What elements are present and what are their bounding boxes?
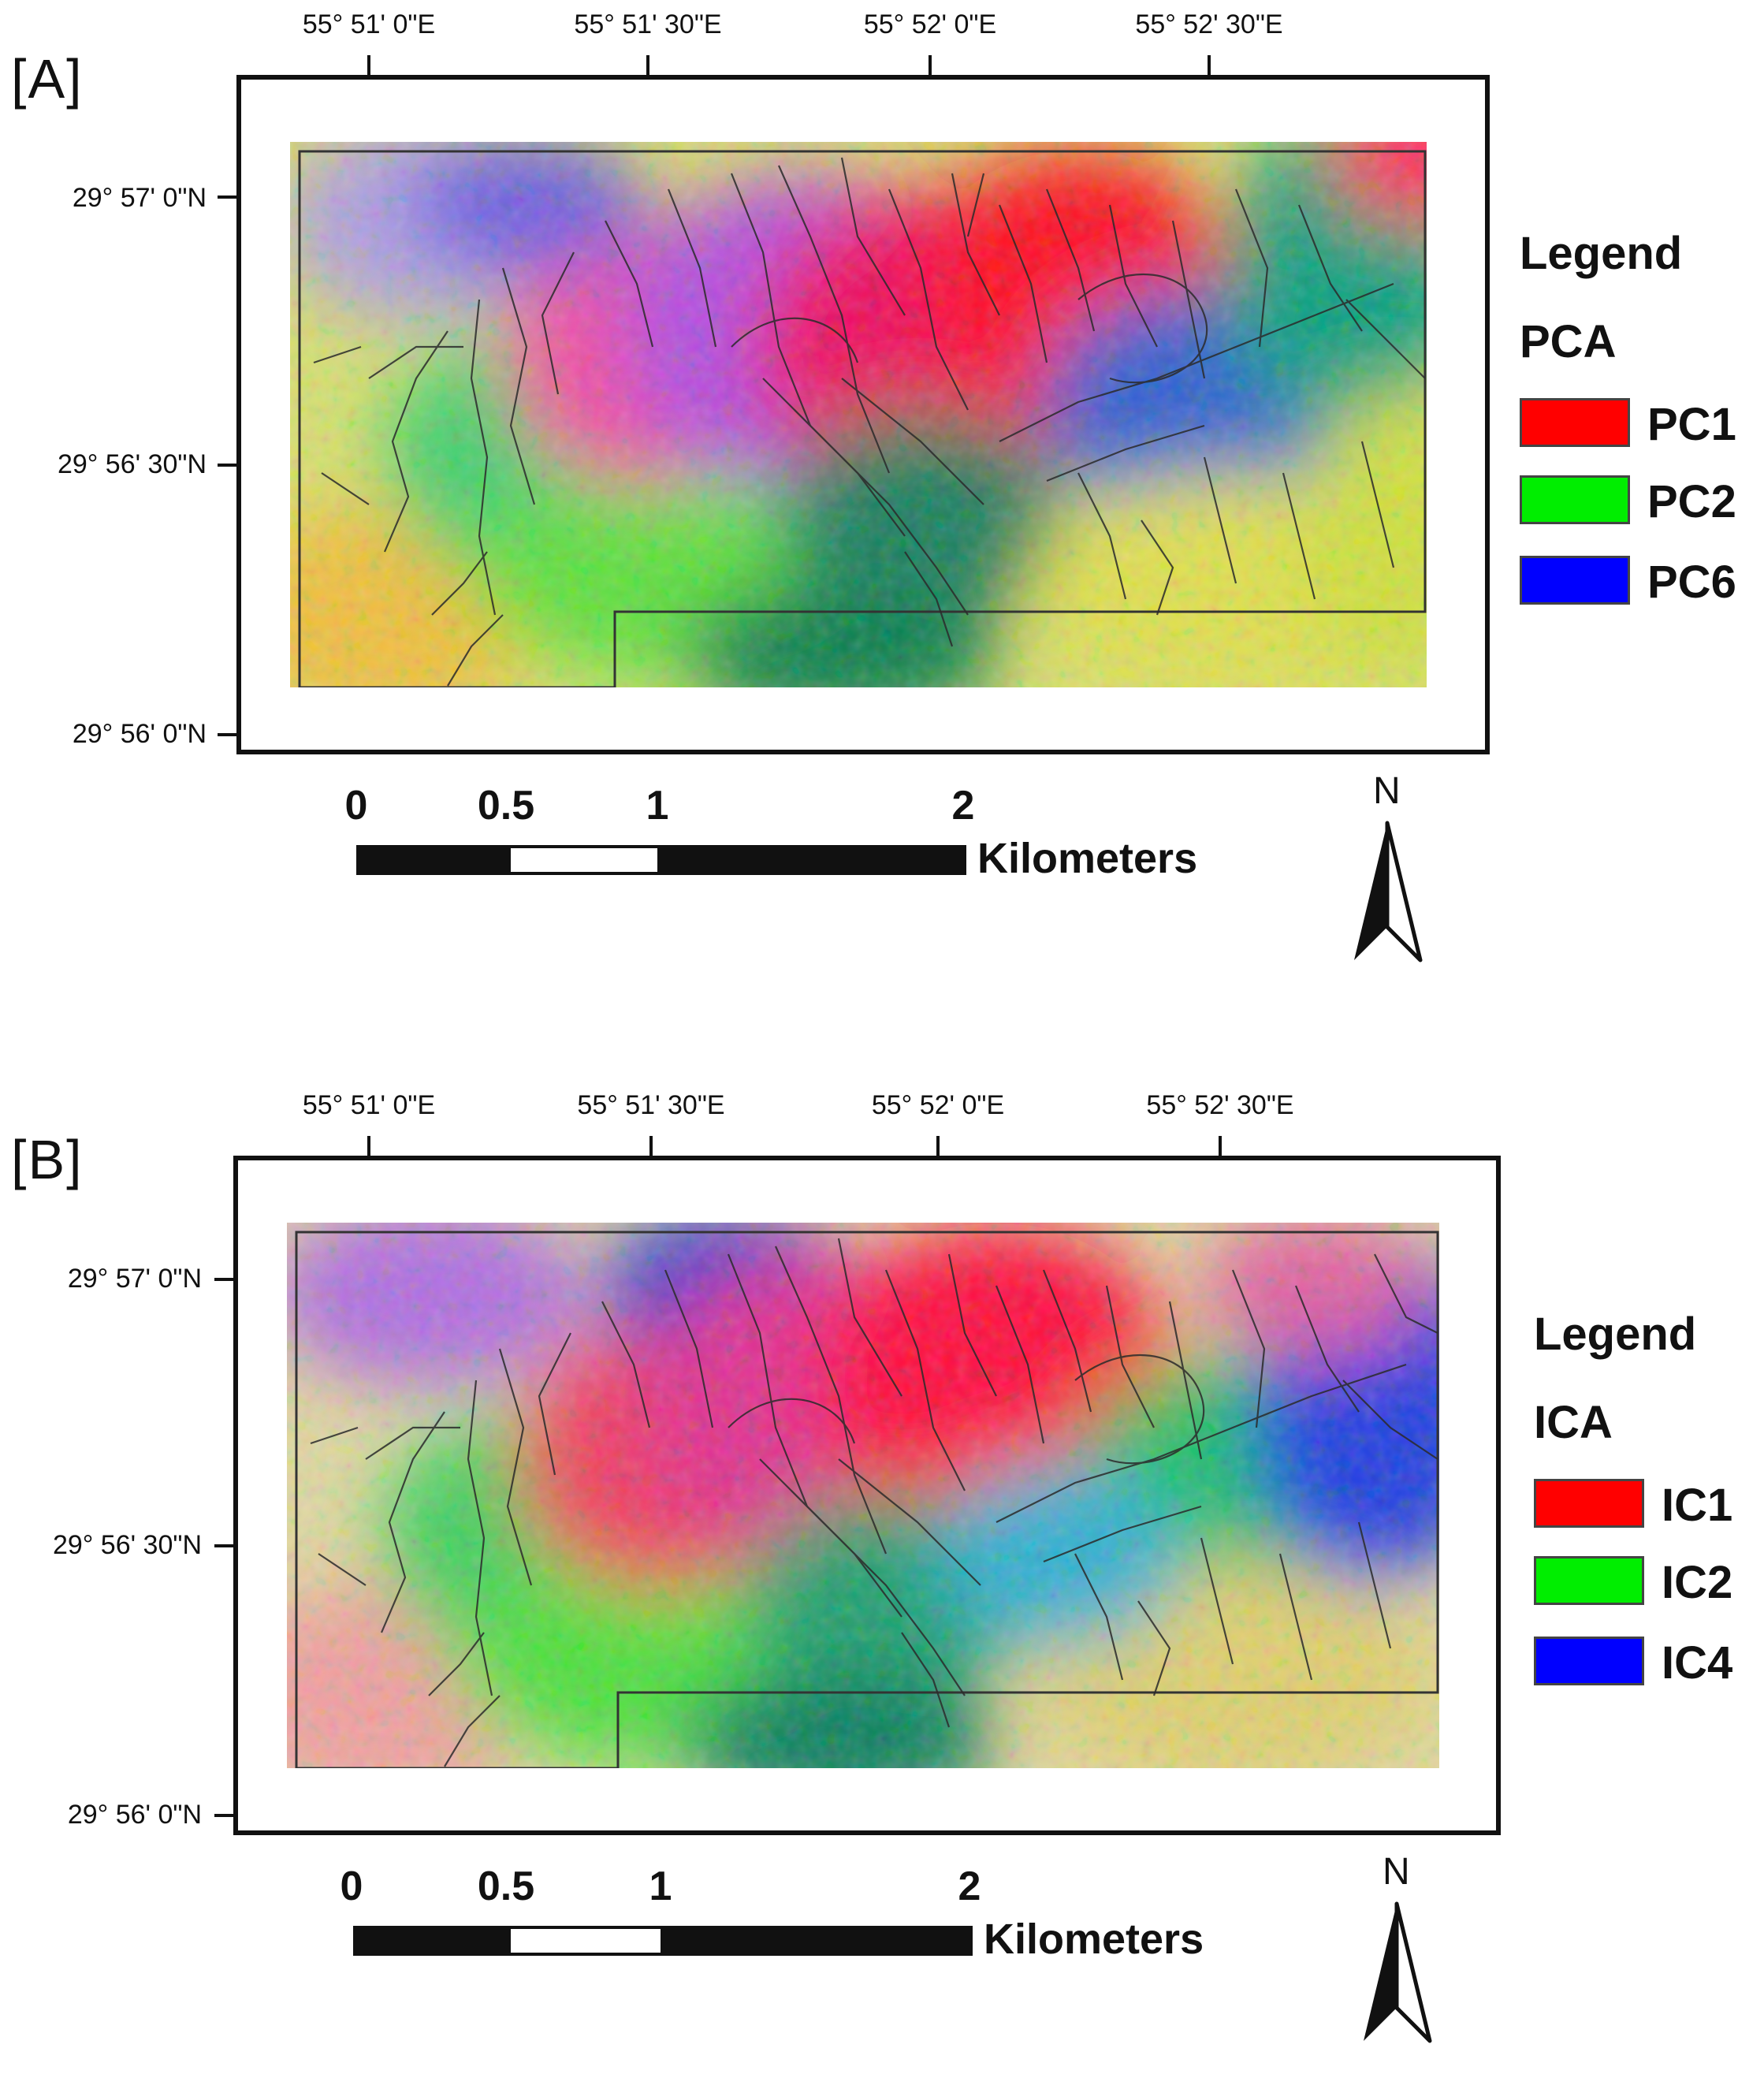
legend-swatch-green bbox=[1534, 1556, 1644, 1605]
legend-swatch-red bbox=[1520, 398, 1630, 447]
legend-title: Legend bbox=[1520, 228, 1683, 279]
lon-tick bbox=[936, 1136, 940, 1156]
lat-tick-label: 29° 56' 0"N bbox=[67, 1800, 202, 1830]
lat-tick bbox=[214, 1544, 235, 1547]
rgb-composite-raster bbox=[287, 1223, 1439, 1768]
lon-tick bbox=[649, 1136, 653, 1156]
lon-tick-label: 55° 51' 0"E bbox=[302, 1090, 436, 1120]
lat-tick-label: 29° 56' 30"N bbox=[57, 449, 207, 479]
scale-bar-segment bbox=[662, 1926, 973, 1956]
panel-a: [A] 55° 51' 0"E 55° 51' 30"E 55° 52' 0"E… bbox=[0, 0, 1764, 1008]
lon-tick-label: 55° 51' 0"E bbox=[302, 9, 436, 39]
lat-tick-label: 29° 56' 30"N bbox=[52, 1530, 202, 1560]
scale-bar-segment bbox=[353, 1926, 509, 1956]
lon-tick-label: 55° 52' 0"E bbox=[871, 1090, 1005, 1120]
scale-bar-segment bbox=[508, 1926, 664, 1956]
panel-label: [B] bbox=[11, 1129, 84, 1190]
legend-subtitle: ICA bbox=[1534, 1397, 1613, 1448]
scale-bar-unit: Kilometers bbox=[984, 1916, 1204, 1963]
north-arrow-icon bbox=[1354, 821, 1423, 963]
lat-tick-label: 29° 57' 0"N bbox=[72, 183, 207, 213]
lon-tick bbox=[929, 55, 932, 76]
north-arrow-icon bbox=[1364, 1901, 1432, 2043]
lat-tick-label: 29° 57' 0"N bbox=[67, 1264, 202, 1294]
lon-tick-label: 55° 52' 30"E bbox=[1146, 1090, 1294, 1120]
north-label: N bbox=[1373, 770, 1401, 812]
rgb-composite-raster bbox=[290, 142, 1427, 687]
lon-tick bbox=[646, 55, 649, 76]
lon-tick bbox=[367, 1136, 370, 1156]
legend-item-label: PC1 bbox=[1647, 399, 1736, 450]
legend-item-label: IC1 bbox=[1662, 1480, 1733, 1531]
legend-title: Legend bbox=[1534, 1309, 1697, 1360]
lat-tick-label: 29° 56' 0"N bbox=[72, 719, 207, 749]
legend-item-label: IC2 bbox=[1662, 1557, 1733, 1608]
lat-tick bbox=[214, 1278, 235, 1281]
scale-bar-label: 1 bbox=[646, 783, 669, 829]
lat-tick bbox=[214, 1814, 235, 1817]
lon-tick-label: 55° 51' 30"E bbox=[577, 1090, 725, 1120]
scale-bar-label: 1 bbox=[649, 1864, 672, 1909]
scale-bar-segment bbox=[659, 845, 966, 875]
lon-tick bbox=[367, 55, 370, 76]
lon-tick-label: 55° 52' 0"E bbox=[863, 9, 997, 39]
north-label: N bbox=[1383, 1851, 1410, 1893]
lon-tick bbox=[1208, 55, 1211, 76]
legend-subtitle: PCA bbox=[1520, 316, 1617, 367]
legend-swatch-red bbox=[1534, 1479, 1644, 1528]
scale-bar-label: 0 bbox=[344, 783, 368, 829]
lon-tick-label: 55° 52' 30"E bbox=[1135, 9, 1283, 39]
scale-bar-segment bbox=[356, 845, 509, 875]
scale-bar-label: 2 bbox=[958, 1864, 981, 1909]
legend-swatch-blue bbox=[1520, 556, 1630, 605]
legend-item-label: PC2 bbox=[1647, 476, 1736, 527]
legend-item-label: PC6 bbox=[1647, 557, 1736, 608]
scale-bar-label: 0 bbox=[340, 1864, 363, 1909]
scale-bar-segment bbox=[508, 845, 661, 875]
panel-label: [A] bbox=[11, 48, 84, 110]
legend-swatch-green bbox=[1520, 475, 1630, 524]
lon-tick bbox=[1219, 1136, 1222, 1156]
lat-tick bbox=[218, 464, 238, 467]
lon-tick-label: 55° 51' 30"E bbox=[574, 9, 722, 39]
lat-tick bbox=[218, 195, 238, 199]
panel-b: [B] 55° 51' 0"E 55° 51' 30"E 55° 52' 0"E… bbox=[0, 1081, 1764, 2089]
legend-item-label: IC4 bbox=[1662, 1637, 1733, 1689]
scale-bar-label: 2 bbox=[951, 783, 975, 829]
scale-bar-label: 0.5 bbox=[477, 1864, 535, 1909]
scale-bar-unit: Kilometers bbox=[977, 835, 1198, 882]
scale-bar-label: 0.5 bbox=[477, 783, 535, 829]
legend-swatch-blue bbox=[1534, 1637, 1644, 1685]
lat-tick bbox=[218, 733, 238, 736]
